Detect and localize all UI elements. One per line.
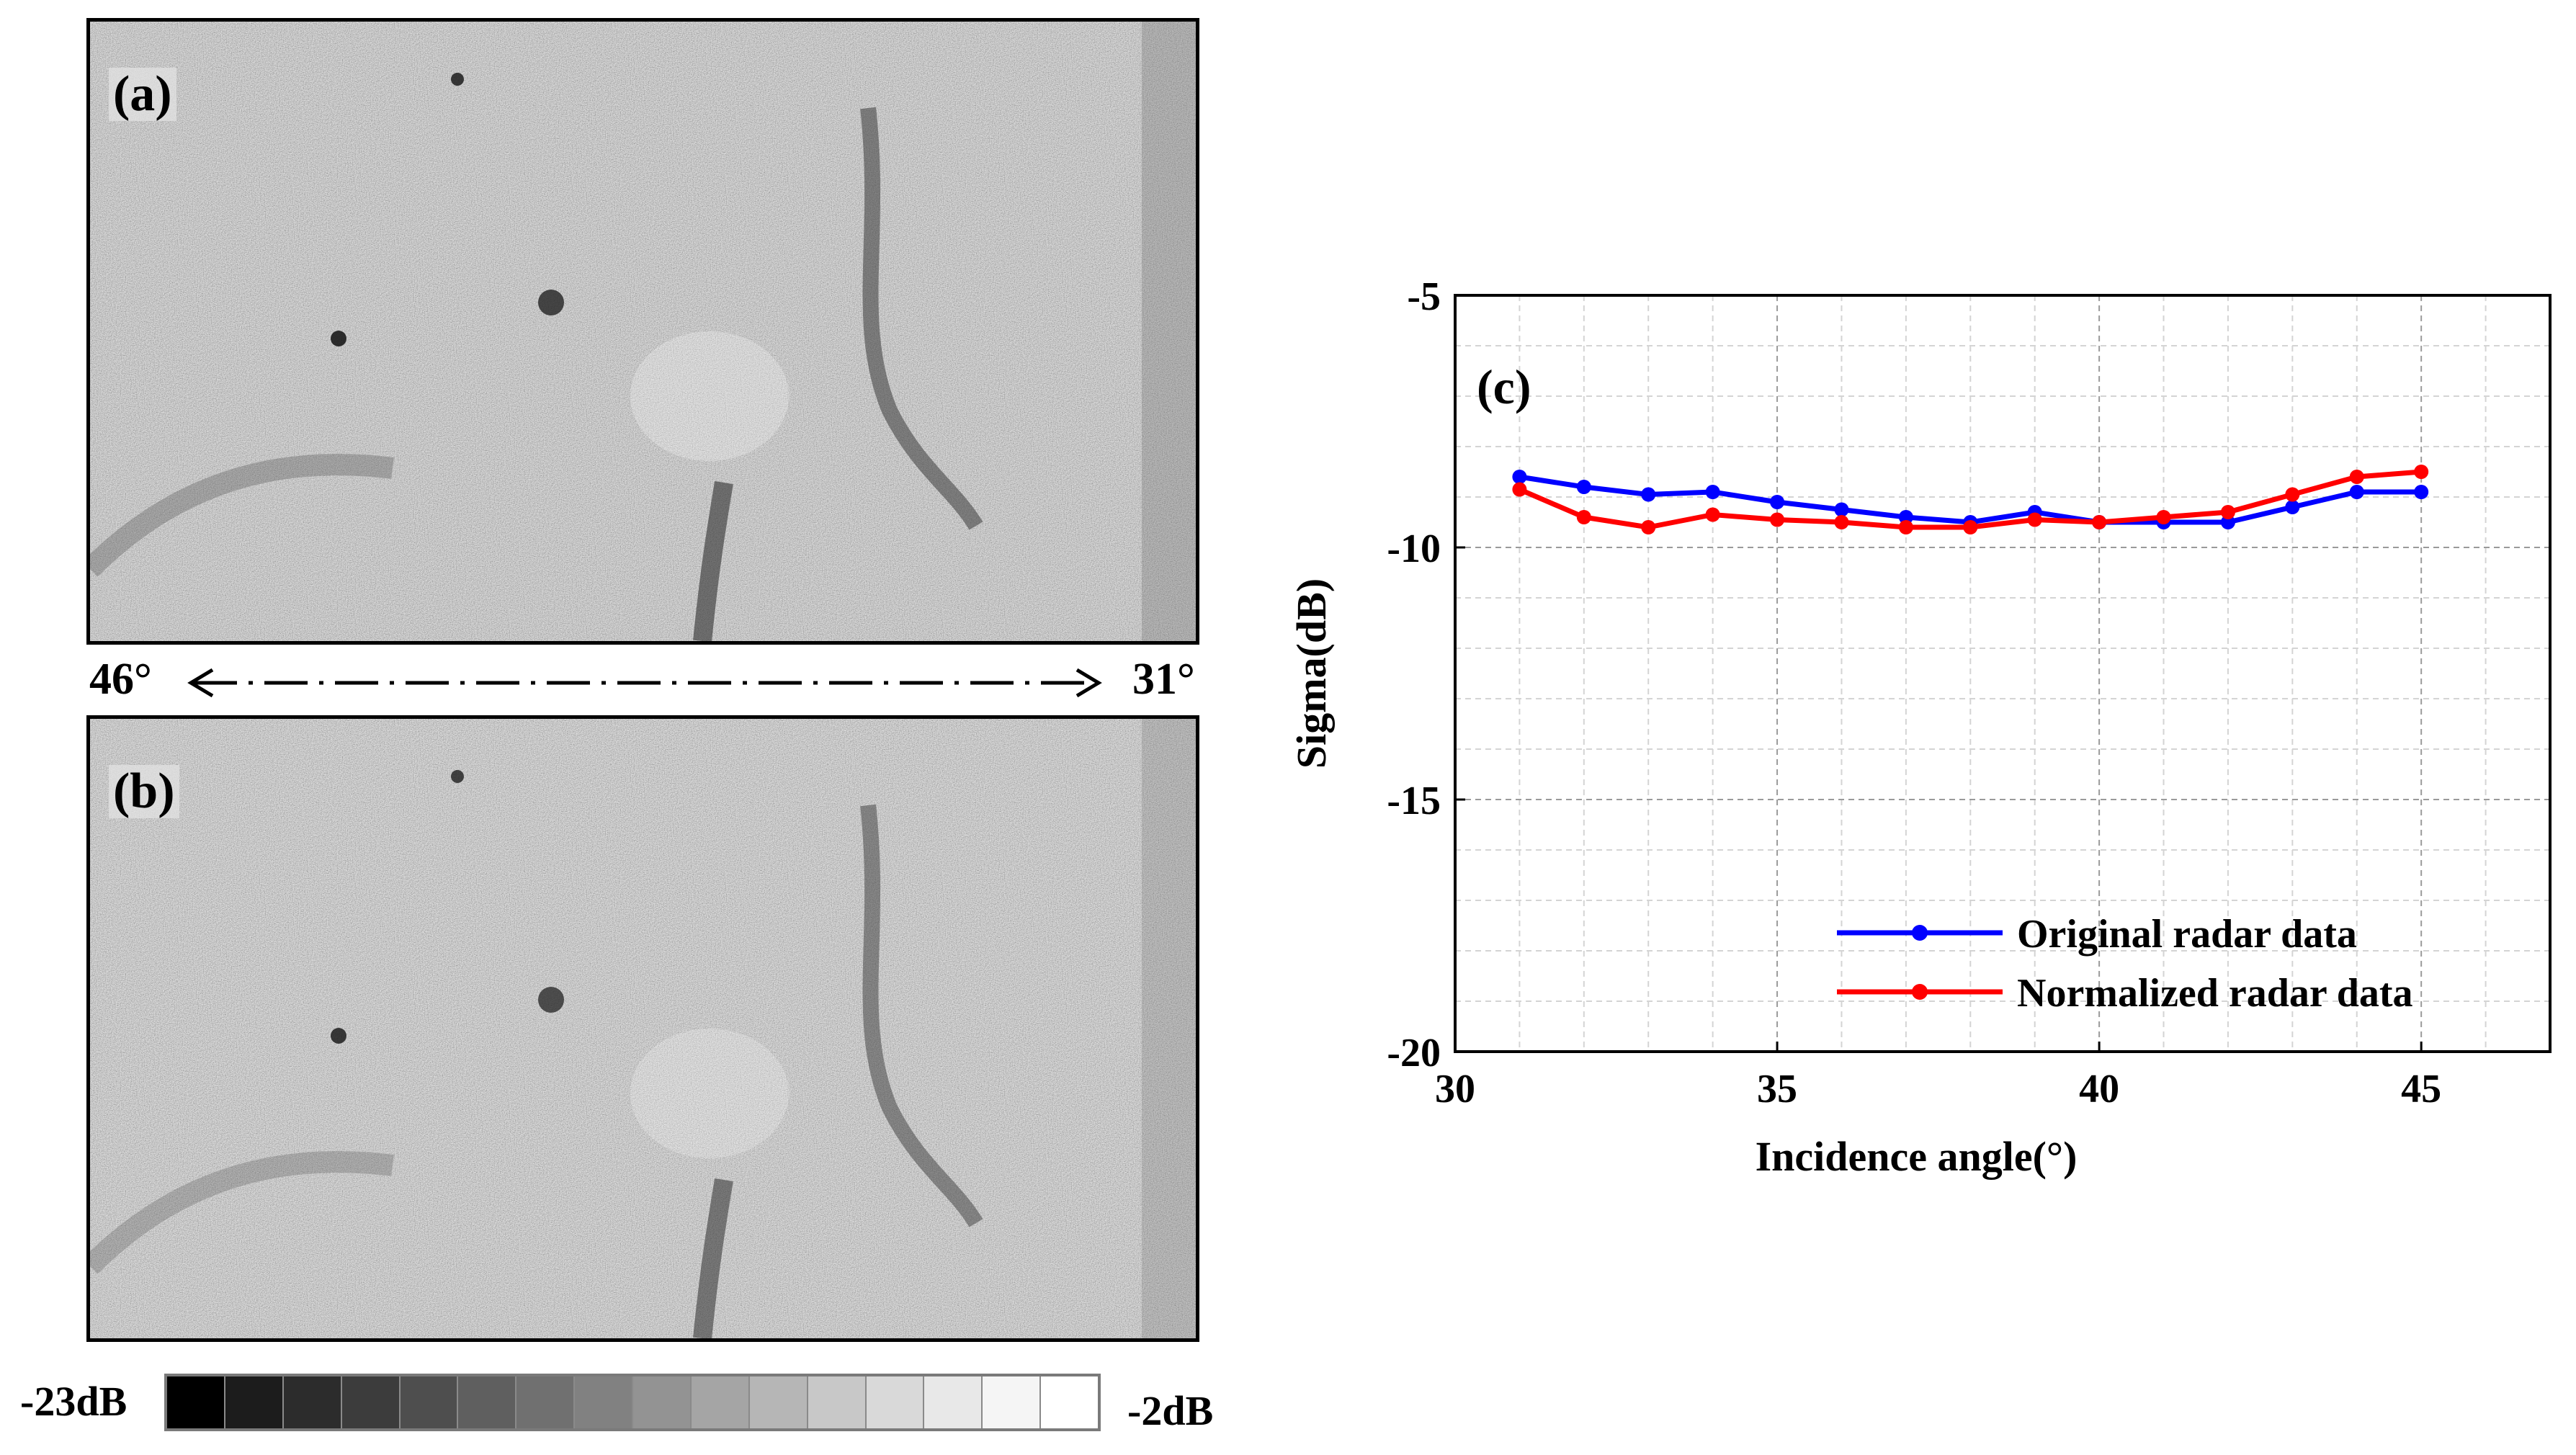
chart-panel-label: (c)	[1477, 359, 1531, 414]
sar-image-panel-b: (b)	[86, 715, 1199, 1342]
plot-area	[1455, 295, 2550, 1052]
x-tick-label: 40	[2079, 1067, 2119, 1111]
y-tick-label: -20	[1387, 1031, 1441, 1075]
data-point	[2349, 470, 2364, 484]
data-point	[1512, 482, 1527, 497]
sar-image-panel-a: (a)	[86, 18, 1199, 645]
colorbar-segment	[458, 1376, 517, 1428]
data-point	[2092, 515, 2107, 529]
angle-left-label: 46°	[89, 655, 152, 704]
data-point	[2285, 500, 2300, 514]
data-point	[2414, 465, 2429, 479]
y-tick-label: -5	[1407, 274, 1441, 319]
x-tick-label: 45	[2401, 1067, 2441, 1111]
data-point	[1641, 487, 1656, 502]
incidence-direction-arrow	[187, 668, 1102, 698]
data-point	[1705, 485, 1720, 499]
data-point	[2220, 505, 2235, 519]
data-point	[1898, 510, 1913, 524]
colorbar-segment	[983, 1376, 1042, 1428]
colorbar-segment	[924, 1376, 983, 1428]
sigma-line-chart: 30 35 40 45 -5 -10 -15 -20 Incidence angle(°) Sig…	[1289, 274, 2552, 1180]
data-point	[2156, 510, 2171, 524]
data-point	[2414, 485, 2429, 499]
data-point	[1834, 502, 1849, 517]
legend-marker	[1912, 925, 1928, 941]
colorbar-segment	[225, 1376, 284, 1428]
colorbar	[164, 1374, 1101, 1431]
data-point	[1834, 515, 1849, 529]
colorbar-max-label: -2dB	[1127, 1387, 1214, 1434]
x-axis-label: Incidence angle(°)	[1756, 1133, 2078, 1180]
plot-frame	[1454, 294, 2552, 1053]
data-point	[1770, 512, 1785, 527]
panel-label-b: (b)	[109, 765, 179, 818]
data-point	[2349, 485, 2364, 499]
colorbar-segment	[808, 1376, 867, 1428]
data-point	[1576, 510, 1591, 524]
colorbar-segment	[749, 1376, 808, 1428]
data-point	[1963, 520, 1978, 534]
data-point	[1576, 480, 1591, 494]
data-point	[1512, 470, 1527, 484]
colorbar-segment	[1041, 1376, 1098, 1428]
colorbar-segment	[866, 1376, 925, 1428]
colorbar-segment	[283, 1376, 342, 1428]
sar-texture-b	[90, 719, 1196, 1338]
data-point	[2285, 487, 2300, 502]
data-point	[1705, 507, 1720, 522]
data-point	[1898, 520, 1913, 534]
colorbar-segment	[633, 1376, 692, 1428]
colorbar-segment	[691, 1376, 750, 1428]
legend-marker	[1912, 984, 1928, 1000]
x-tick-label: 35	[1757, 1067, 1797, 1111]
legend-label: Normalized radar data	[2017, 971, 2413, 1016]
data-point	[1770, 495, 1785, 509]
angle-right-label: 31°	[1132, 655, 1195, 704]
data-point	[2027, 512, 2042, 527]
y-axis-label: Sigma(dB)	[1289, 578, 1335, 769]
colorbar-segment	[516, 1376, 576, 1428]
colorbar-segment	[575, 1376, 633, 1428]
y-tick-label: -10	[1387, 527, 1441, 571]
data-point	[1641, 520, 1656, 534]
colorbar-segment	[400, 1376, 459, 1428]
legend-label: Original radar data	[2017, 912, 2357, 957]
data-point	[2220, 515, 2235, 529]
x-tick-label: 30	[1435, 1067, 1475, 1111]
colorbar-segment	[167, 1376, 225, 1428]
sar-texture-a	[90, 22, 1196, 641]
colorbar-segment	[341, 1376, 401, 1428]
y-tick-label: -15	[1387, 779, 1441, 823]
panel-label-a: (a)	[109, 68, 176, 121]
colorbar-min-label: -23dB	[20, 1378, 128, 1425]
